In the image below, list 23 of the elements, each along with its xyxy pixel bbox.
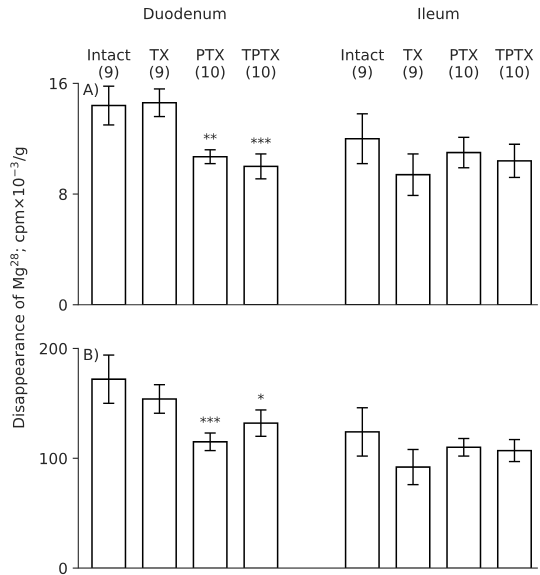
- x-tick-label: Intact (9): [342, 49, 384, 80]
- y-tick-label: 16: [50, 78, 67, 90]
- x-tick-label: PTX (10): [196, 49, 225, 80]
- data-label: *: [258, 393, 264, 400]
- text: Duodenum: [144, 7, 226, 20]
- y-tick-label: 0: [59, 299, 67, 311]
- x-tick-label: TX (9): [403, 49, 423, 80]
- y-tick-label: 200: [40, 342, 67, 354]
- text: Ileum: [418, 7, 458, 20]
- y-axis-title: Disappearance of Mg$^{28}$; cpm×10$^{−3}$/g: [10, 148, 28, 428]
- data-label: **: [204, 133, 217, 140]
- y-tick-label: 100: [40, 452, 67, 464]
- x-tick-label: PTX (10): [449, 49, 478, 80]
- data-label: ***: [250, 137, 271, 144]
- y-tick-label: 0: [59, 562, 67, 574]
- chart-title: B): [84, 348, 98, 362]
- chart-title: A): [83, 83, 98, 97]
- x-tick-label: TX (9): [150, 49, 169, 80]
- y-tick-label: 8: [59, 188, 67, 200]
- data-label: ***: [200, 416, 220, 423]
- x-tick-label: TPTX (10): [495, 49, 534, 80]
- x-tick-label: Intact (9): [88, 49, 130, 80]
- x-tick-label: TPTX (10): [242, 49, 280, 80]
